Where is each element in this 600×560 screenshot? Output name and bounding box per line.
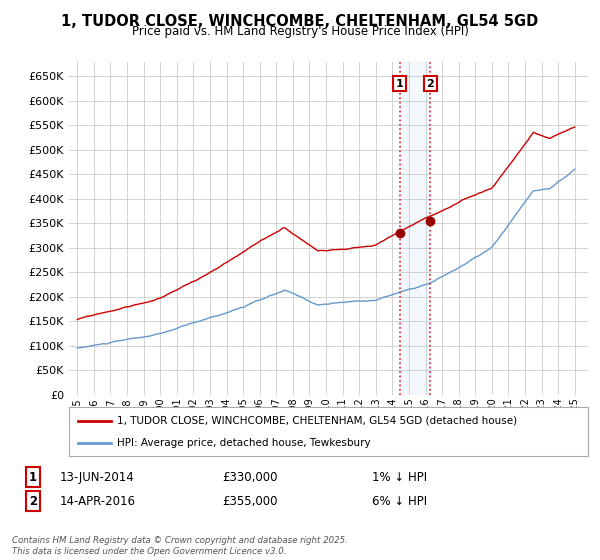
- Text: 6% ↓ HPI: 6% ↓ HPI: [372, 494, 427, 508]
- Text: 13-JUN-2014: 13-JUN-2014: [60, 470, 135, 484]
- Text: £355,000: £355,000: [222, 494, 277, 508]
- Text: 14-APR-2016: 14-APR-2016: [60, 494, 136, 508]
- Text: 2: 2: [427, 78, 434, 88]
- Text: 2: 2: [29, 494, 37, 508]
- Text: 1: 1: [29, 470, 37, 484]
- Bar: [400, 62, 430, 395]
- Text: 1, TUDOR CLOSE, WINCHCOMBE, CHELTENHAM, GL54 5GD (detached house): 1, TUDOR CLOSE, WINCHCOMBE, CHELTENHAM, …: [117, 416, 517, 426]
- Text: 1% ↓ HPI: 1% ↓ HPI: [372, 470, 427, 484]
- Text: £330,000: £330,000: [222, 470, 277, 484]
- Text: 1: 1: [396, 78, 404, 88]
- Text: HPI: Average price, detached house, Tewkesbury: HPI: Average price, detached house, Tewk…: [117, 437, 371, 447]
- Text: Price paid vs. HM Land Registry's House Price Index (HPI): Price paid vs. HM Land Registry's House …: [131, 25, 469, 38]
- Text: 1, TUDOR CLOSE, WINCHCOMBE, CHELTENHAM, GL54 5GD: 1, TUDOR CLOSE, WINCHCOMBE, CHELTENHAM, …: [61, 14, 539, 29]
- Text: Contains HM Land Registry data © Crown copyright and database right 2025.
This d: Contains HM Land Registry data © Crown c…: [12, 536, 348, 556]
